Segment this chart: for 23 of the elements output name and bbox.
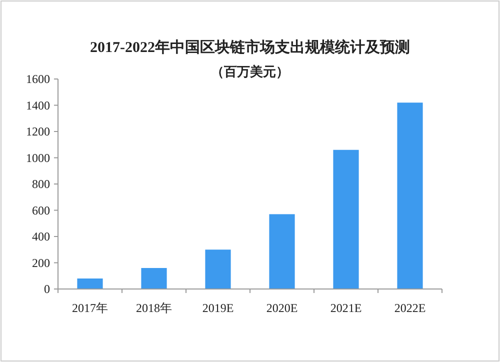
- bar: [141, 268, 167, 289]
- y-tick-label: 1200: [26, 124, 50, 138]
- bar: [269, 214, 295, 289]
- x-tick-label: 2022E: [394, 301, 426, 315]
- bar: [333, 150, 359, 289]
- x-tick-label: 2017年: [72, 301, 108, 315]
- y-tick-label: 1000: [26, 150, 50, 165]
- bar: [205, 250, 231, 289]
- y-tick-label: 400: [32, 230, 50, 244]
- y-tick-label: 0: [44, 282, 50, 296]
- y-tick-label: 1400: [26, 98, 50, 112]
- y-tick-label: 600: [32, 203, 50, 218]
- bar: [77, 278, 103, 289]
- y-tick-label: 200: [32, 256, 50, 270]
- chart-title: 2017-2022年中国区块链市场支出规模统计及预测: [90, 38, 410, 56]
- bar: [397, 102, 423, 289]
- y-tick-label: 1600: [26, 72, 50, 86]
- x-tick-label: 2021E: [330, 301, 362, 315]
- y-tick-label: 800: [32, 177, 50, 191]
- x-tick-label: 2019E: [202, 301, 234, 315]
- chart-subtitle: （百万美元）: [211, 64, 289, 79]
- x-tick-label: 2020E: [266, 301, 298, 315]
- x-tick-label: 2018年: [136, 301, 172, 315]
